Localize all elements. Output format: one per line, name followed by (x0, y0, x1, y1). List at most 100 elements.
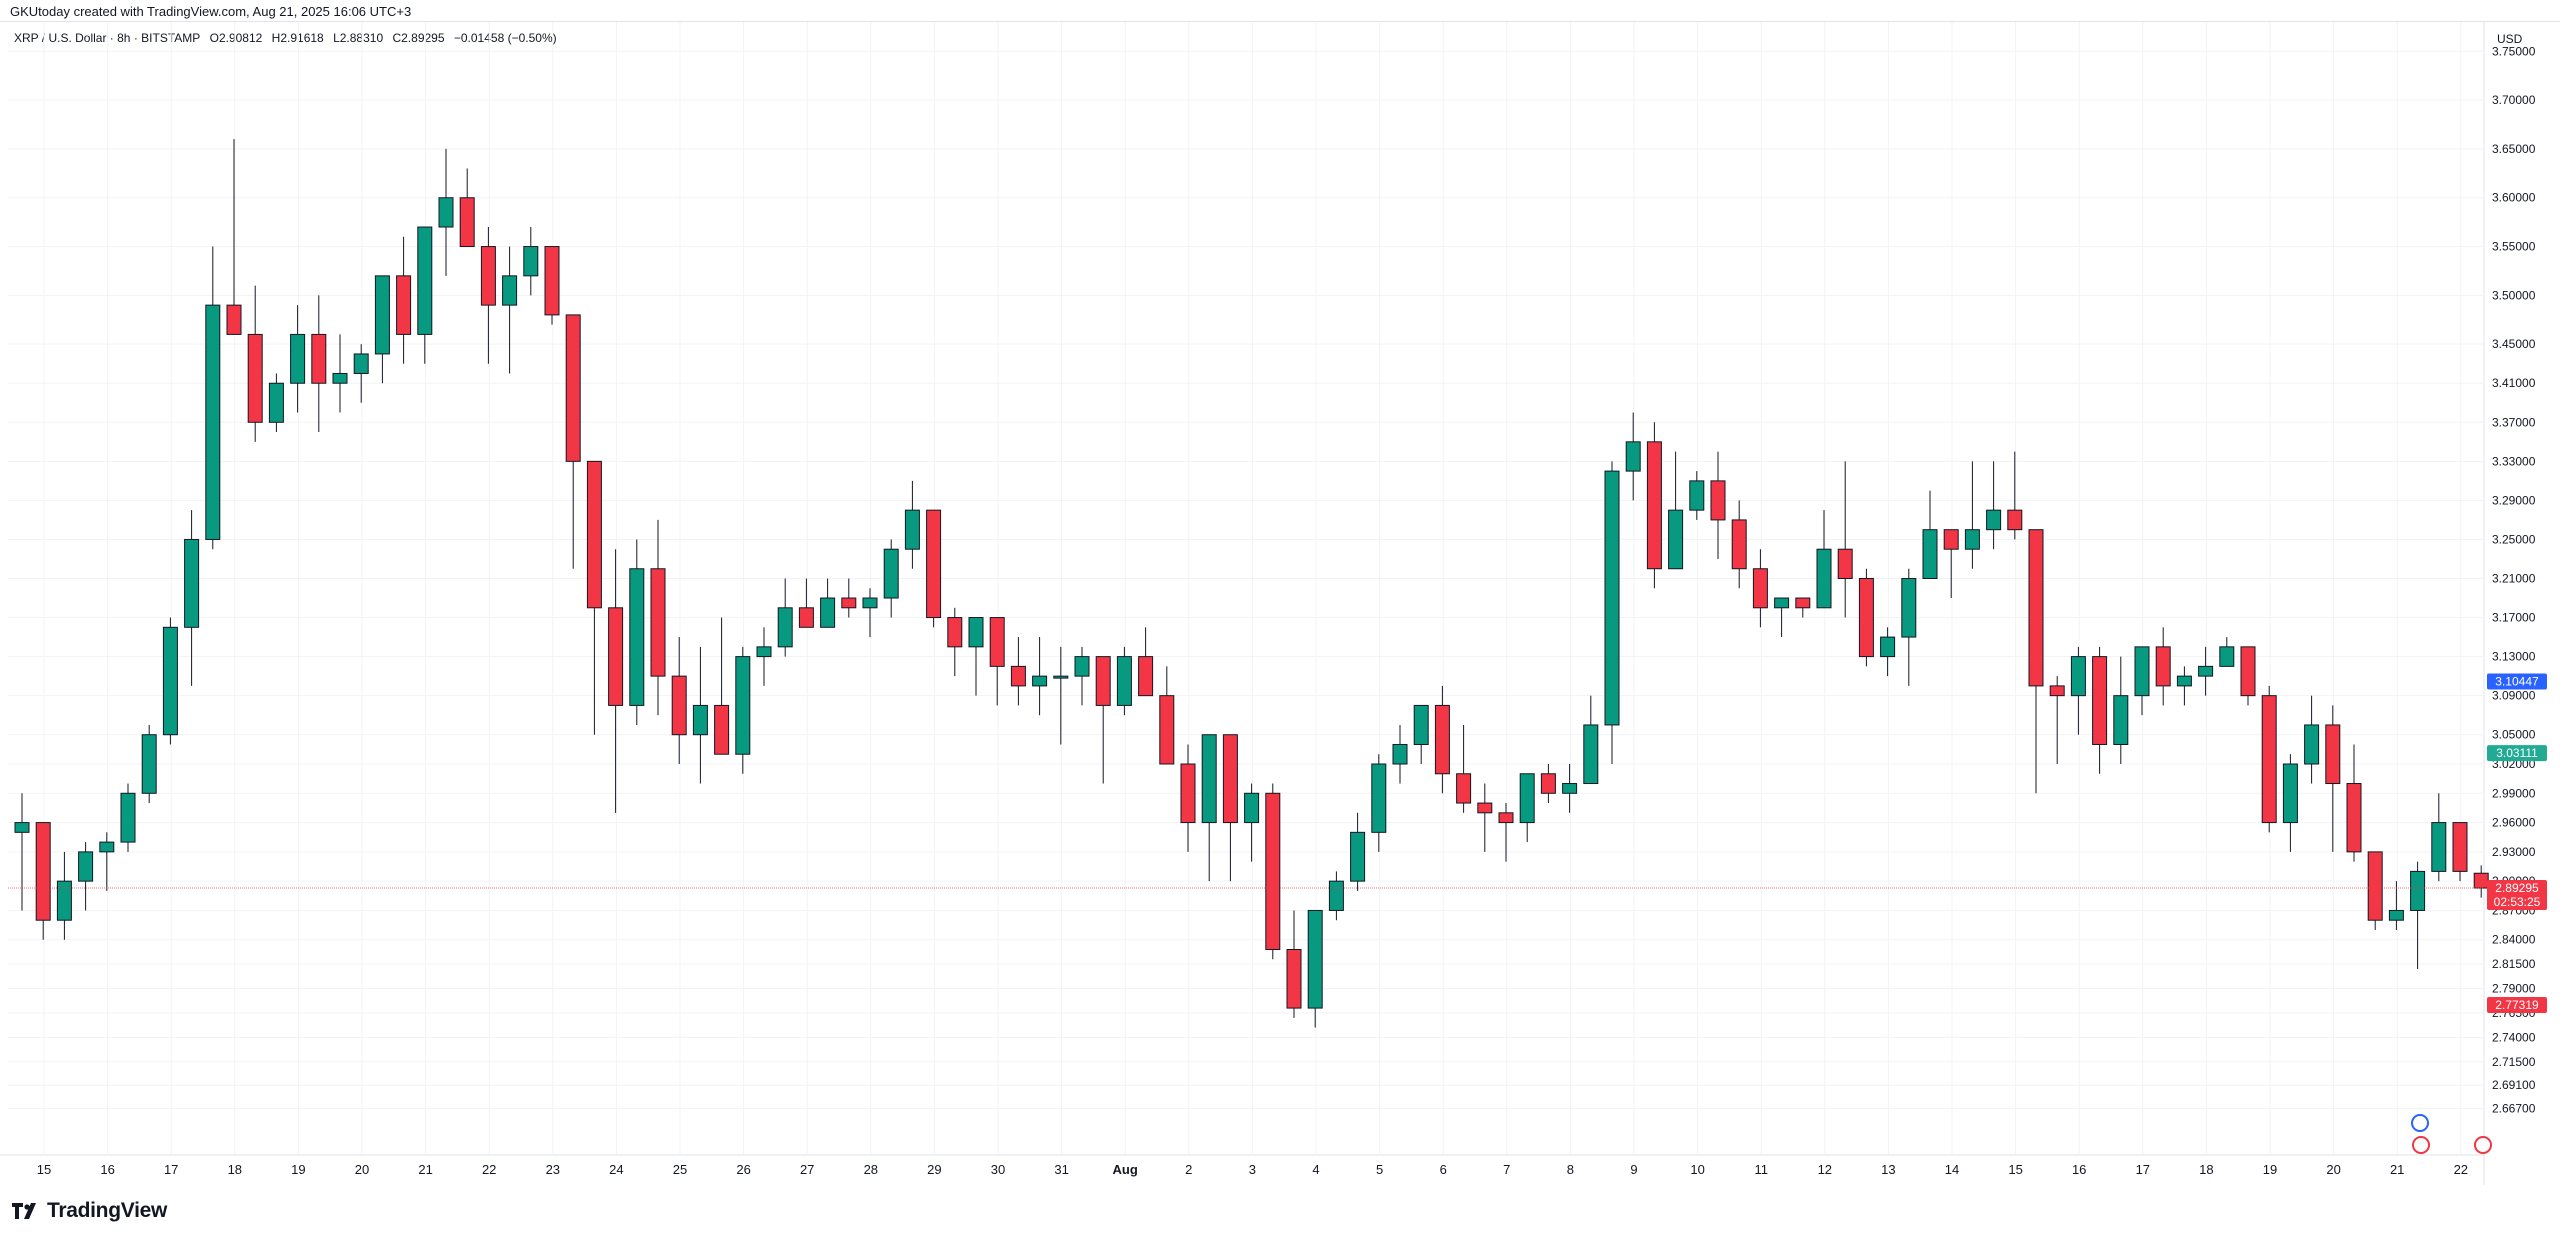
y-tick-label: 3.09000 (2492, 689, 2536, 703)
candle-body (1371, 763, 1387, 833)
event-marker-icon (2411, 1114, 2429, 1132)
x-tick-label: 7 (1503, 1162, 1510, 1177)
x-tick-label: 13 (1881, 1162, 1895, 1177)
x-tick-label: 31 (1054, 1162, 1068, 1177)
price-marker-red (2487, 880, 2547, 911)
candle-body (1964, 529, 1980, 550)
candle-body (1350, 831, 1366, 882)
x-tick-label: 27 (800, 1162, 814, 1177)
y-tick-label: 3.45000 (2492, 337, 2536, 351)
legend-high: H2.91618 (271, 31, 324, 45)
candle-body (1922, 529, 1938, 579)
candle-body (1540, 773, 1556, 794)
currency-label: USD (2497, 32, 2523, 46)
price-marker-label: 2.77319 (2495, 998, 2539, 1012)
candle-body (1604, 470, 1620, 726)
candle-body (1307, 909, 1323, 1009)
footer: TradingView (0, 1185, 2560, 1238)
candle-body (1095, 656, 1111, 706)
y-tick-label: 3.70000 (2492, 93, 2536, 107)
y-tick-label: 3.55000 (2492, 240, 2536, 254)
candle-body (565, 314, 581, 462)
candle-body (692, 704, 708, 736)
candle-body (2452, 822, 2468, 872)
x-tick-label: 30 (991, 1162, 1005, 1177)
candle-body (1074, 656, 1090, 677)
candle-body (311, 333, 327, 384)
candle-body (2261, 695, 2277, 824)
candle-body (247, 333, 263, 423)
y-tick-label: 3.25000 (2492, 532, 2536, 546)
candle-body (2176, 675, 2192, 687)
symbol-legend: XRP / U.S. Dollar · 8h · BITSTAMP O2.908… (14, 31, 563, 45)
candle-body (714, 704, 730, 755)
candle-body (374, 275, 390, 355)
flag-event-icon (2474, 1136, 2492, 1154)
candle-body (332, 372, 348, 384)
y-tick-label: 3.33000 (2492, 454, 2536, 468)
x-tick-label: 2 (1185, 1162, 1192, 1177)
x-tick-label: 16 (2072, 1162, 2086, 1177)
y-tick-label: 2.74000 (2492, 1030, 2536, 1044)
candlestick-chart[interactable]: 3.75000 3.70000 3.65000 3.60000 3.55000 3.500… (0, 22, 2560, 1185)
candle-body (141, 734, 157, 794)
x-tick-label: 26 (736, 1162, 750, 1177)
candle-body (1668, 509, 1684, 570)
candle-body (1562, 783, 1578, 794)
candle-body (2113, 695, 2129, 745)
candle-body (2346, 783, 2362, 853)
y-tick-label: 3.37000 (2492, 415, 2536, 429)
candle-body (1477, 802, 1493, 814)
x-tick-label: 15 (2008, 1162, 2022, 1177)
candle-body (1159, 695, 1175, 765)
candle-body (1434, 704, 1450, 775)
candle-body (417, 226, 433, 335)
candle-body (1858, 578, 1874, 658)
legend-open: O2.90812 (209, 31, 263, 45)
candle-body (1646, 441, 1662, 570)
chart-attribution: GKUtoday created with TradingView.com, A… (10, 4, 412, 19)
price-marker-countdown: 02:53:25 (2494, 895, 2541, 909)
candle-body (268, 382, 284, 423)
candle-body (904, 509, 920, 550)
candle-body (2240, 646, 2256, 697)
candle-body (2092, 656, 2108, 745)
x-tick-label: 24 (609, 1162, 623, 1177)
y-tick-label: 2.69100 (2492, 1078, 2536, 1092)
x-tick-label: 18 (2199, 1162, 2213, 1177)
price-marker-label: 3.10447 (2495, 675, 2539, 689)
x-tick-label: 11 (1754, 1162, 1768, 1177)
candle-body (1689, 480, 1705, 511)
y-tick-label: 2.84000 (2492, 933, 2536, 947)
candle-body (2367, 851, 2383, 921)
candle-body (1286, 949, 1302, 1009)
x-tick-label: 10 (1690, 1162, 1704, 1177)
candle-body (1986, 509, 2002, 531)
x-tick-label: 17 (164, 1162, 178, 1177)
candle-body (2070, 656, 2086, 697)
candle-body (2325, 724, 2341, 785)
candle-body (1201, 734, 1217, 824)
tradingview-logo[interactable]: TradingView (12, 1199, 167, 1223)
x-tick-label: 23 (546, 1162, 560, 1177)
y-tick-label: 3.65000 (2492, 142, 2536, 156)
candle-body (1116, 656, 1132, 706)
y-tick-label: 3.50000 (2492, 288, 2536, 302)
candle-body (56, 880, 72, 921)
candle-body (2431, 822, 2447, 872)
candle-body (1180, 763, 1196, 824)
candle-body (968, 617, 984, 648)
legend-close: C2.89295 (392, 31, 445, 45)
candle-body (523, 246, 539, 277)
candle-body (841, 597, 857, 609)
candle-body (1032, 675, 1048, 687)
x-tick-label: 19 (291, 1162, 305, 1177)
candle-body (2410, 870, 2426, 911)
candle-body (1731, 519, 1747, 570)
x-tick-label: 9 (1630, 1162, 1637, 1177)
y-tick-label: 2.66700 (2492, 1102, 2536, 1116)
y-tick-label: 2.99000 (2492, 786, 2536, 800)
candle-body (226, 304, 242, 335)
candle-body (1943, 529, 1959, 550)
candle-body (2304, 724, 2320, 765)
